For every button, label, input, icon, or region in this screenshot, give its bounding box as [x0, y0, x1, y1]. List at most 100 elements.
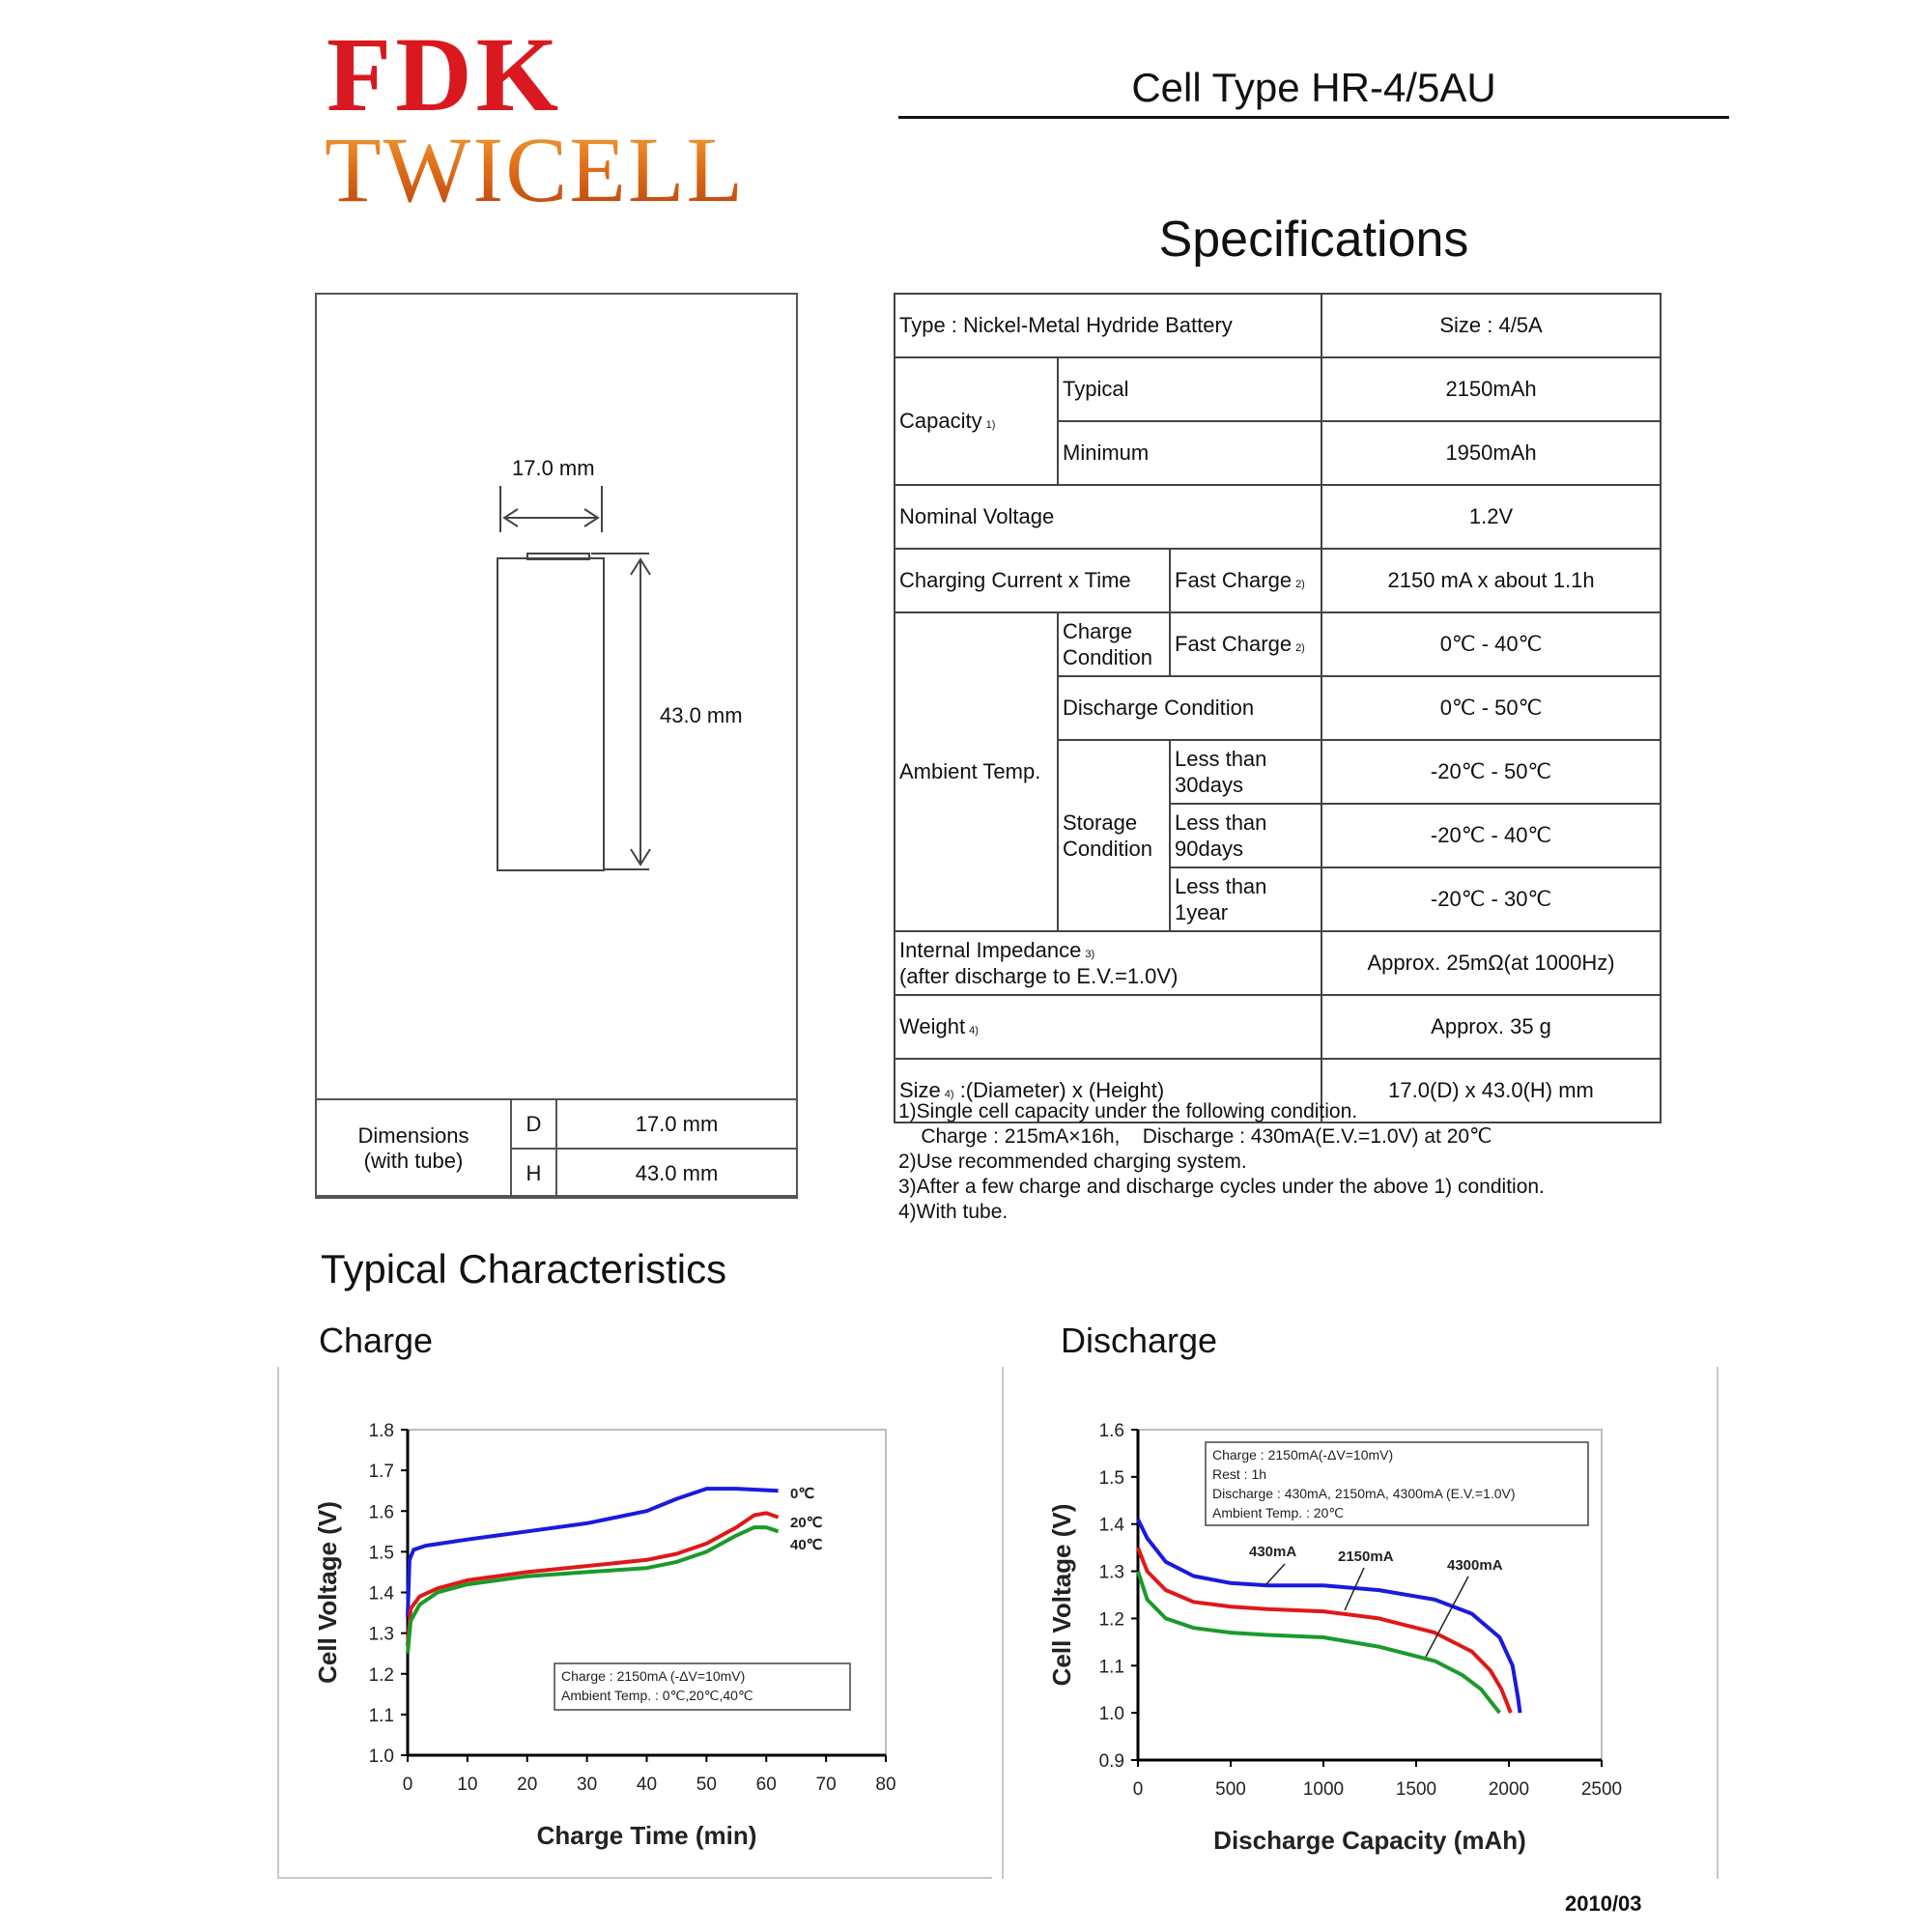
- x-tick-label: 0: [1133, 1779, 1144, 1800]
- y-tick-label: 1.3: [369, 1625, 394, 1645]
- series-line: [406, 1487, 779, 1617]
- storage-condition-label: Storage Condition: [1057, 739, 1171, 932]
- annotation-text: Ambient Temp. : 20℃: [1212, 1505, 1344, 1520]
- specifications-table: Type : Nickel-Metal Hydride Battery Size…: [893, 293, 1662, 1123]
- storage-1year-value: -20℃ - 30℃: [1321, 867, 1662, 932]
- discharge-condition-value: 0℃ - 50℃: [1321, 675, 1662, 741]
- ambient-temp-label: Ambient Temp.: [894, 611, 1059, 932]
- y-tick-label: 1.2: [369, 1665, 394, 1686]
- size-value: 17.0(D) x 43.0(H) mm: [1321, 1058, 1662, 1123]
- document-date: 2010/03: [1565, 1891, 1642, 1916]
- storage-90days-value: -20℃ - 40℃: [1321, 803, 1662, 868]
- width-label: 17.0 mm: [512, 456, 595, 480]
- size-label: Size 4) :(Diameter) x (Height): [893, 1058, 1323, 1123]
- y-tick-label: 1.3: [1099, 1563, 1124, 1583]
- charge-condition-value: 0℃ - 40℃: [1321, 611, 1662, 677]
- d-key: D: [510, 1098, 557, 1150]
- annotation-box: [1205, 1441, 1589, 1526]
- nominal-voltage-value: 1.2V: [1321, 484, 1662, 550]
- charge-condition-label: Charge Condition: [1057, 611, 1171, 677]
- spec-notes: 1)Single cell capacity under the followi…: [898, 1099, 1671, 1225]
- x-tick-label: 1500: [1396, 1779, 1436, 1800]
- annotation-text: Ambient Temp. : 0℃,20℃,40℃: [561, 1688, 753, 1703]
- discharge-chart: 0 500 1000 1500 2000 2500 0.9 1.0 1.1 1.2 1.3 1.4 1.…: [1047, 1421, 1622, 1855]
- specifications-title: Specifications: [1158, 212, 1469, 268]
- annotation-text: Rest : 1h: [1212, 1466, 1266, 1482]
- x-axis-title: Charge Time (min): [537, 1821, 757, 1850]
- annotation-text: Discharge : 430mA, 2150mA, 4300mA (E.V.=…: [1212, 1486, 1516, 1501]
- series-label: 40℃: [790, 1537, 823, 1553]
- series-label-leader: [1344, 1567, 1365, 1611]
- y-axis-title: Cell Voltage (V): [313, 1501, 342, 1684]
- weight-label: Weight 4): [893, 994, 1323, 1060]
- series-label: 20℃: [790, 1515, 823, 1531]
- annotation-text: Charge : 2150mA (-ΔV=10mV): [561, 1668, 745, 1684]
- series-line: [1136, 1547, 1513, 1714]
- minimum-label: Minimum: [1056, 420, 1323, 486]
- fdk-logo: FDK: [327, 15, 563, 133]
- series-line: [406, 1525, 780, 1654]
- x-axis-title: Discharge Capacity (mAh): [1213, 1826, 1526, 1855]
- series-line: [406, 1511, 780, 1646]
- cell-type-title: Cell Type HR-4/5AU: [898, 60, 1729, 119]
- y-tick-label: 1.1: [1099, 1657, 1124, 1677]
- size-cell: Size : 4/5A: [1321, 293, 1662, 358]
- weight-value: Approx. 35 g: [1321, 994, 1662, 1060]
- fast-charge-label: Fast Charge 2): [1168, 548, 1323, 613]
- x-tick-label: 2000: [1489, 1779, 1529, 1800]
- height-arrow-bottom: [630, 848, 651, 867]
- series-line: [1136, 1518, 1522, 1714]
- typical-characteristics-heading: Typical Characteristics: [321, 1246, 727, 1292]
- series-label: 2150mA: [1338, 1548, 1394, 1565]
- discharge-panel-right-rule: [1717, 1367, 1719, 1879]
- dimensions-table: Dimensions (with tube) D 17.0 mm H 43.0 …: [315, 1098, 798, 1199]
- width-arrow-right: [583, 508, 600, 527]
- note-1-detail: Charge : 215mA×16h, Discharge : 430mA(E.…: [898, 1125, 1492, 1148]
- charging-label: Charging Current x Time: [894, 548, 1171, 613]
- y-tick-label: 1.0: [1099, 1704, 1124, 1724]
- type-cell: Type : Nickel-Metal Hydride Battery: [893, 293, 1323, 358]
- x-tick-label: 0: [403, 1775, 413, 1795]
- height-arrow-top: [630, 557, 651, 576]
- typical-value: 2150mAh: [1321, 356, 1662, 422]
- width-arrow-left: [502, 508, 519, 527]
- note-3: 3)After a few charge and discharge cycle…: [898, 1176, 1545, 1198]
- y-tick-label: 1.5: [369, 1543, 394, 1563]
- y-tick-label: 1.8: [369, 1421, 394, 1441]
- charge-heading: Charge: [319, 1321, 434, 1360]
- x-tick-label: 40: [637, 1775, 657, 1795]
- twicell-logo: TWICELL: [325, 118, 746, 221]
- x-tick-label: 60: [756, 1775, 777, 1795]
- y-tick-label: 1.4: [369, 1584, 395, 1605]
- y-axis-title: Cell Voltage (V): [1047, 1504, 1076, 1687]
- charge-panel-bottom-rule: [277, 1877, 992, 1879]
- x-tick-label: 500: [1215, 1779, 1246, 1800]
- panel-divider-rule: [1002, 1367, 1004, 1879]
- cell-body: [497, 557, 605, 871]
- y-tick-label: 1.6: [1099, 1421, 1124, 1441]
- charge-condition-fast-label: Fast Charge 2): [1168, 611, 1323, 677]
- x-tick-label: 80: [875, 1775, 895, 1795]
- x-tick-label: 70: [816, 1775, 837, 1795]
- discharge-condition-label: Discharge Condition: [1056, 675, 1323, 741]
- impedance-label: Internal Impedance 3) (after discharge to …: [893, 930, 1323, 996]
- note-4: 4)With tube.: [898, 1201, 1009, 1223]
- d-value: 17.0 mm: [555, 1098, 798, 1150]
- x-tick-label: 30: [577, 1775, 597, 1795]
- cell-outline-drawing: [497, 486, 651, 871]
- series-label: 430mA: [1249, 1544, 1296, 1560]
- h-value: 43.0 mm: [555, 1148, 798, 1199]
- height-label: 43.0 mm: [660, 703, 743, 727]
- x-tick-label: 10: [457, 1775, 477, 1795]
- storage-30days-label: Less than 30days: [1168, 739, 1323, 805]
- series-label-leader: [1425, 1576, 1469, 1658]
- cell-cap: [526, 553, 590, 560]
- x-tick-label: 50: [696, 1775, 717, 1795]
- series-label: 4300mA: [1447, 1557, 1503, 1574]
- discharge-heading: Discharge: [1061, 1321, 1218, 1360]
- charge-panel-left-rule: [277, 1367, 279, 1879]
- y-tick-label: 1.2: [1099, 1609, 1124, 1630]
- y-tick-label: 1.5: [1099, 1468, 1124, 1489]
- charge-chart: 0 10 20 30 40 50 60 70 80 1.0 1.1 1.2 1.3 1.4 1.5 1.6 1.…: [313, 1421, 896, 1850]
- x-tick-label: 2500: [1581, 1779, 1622, 1800]
